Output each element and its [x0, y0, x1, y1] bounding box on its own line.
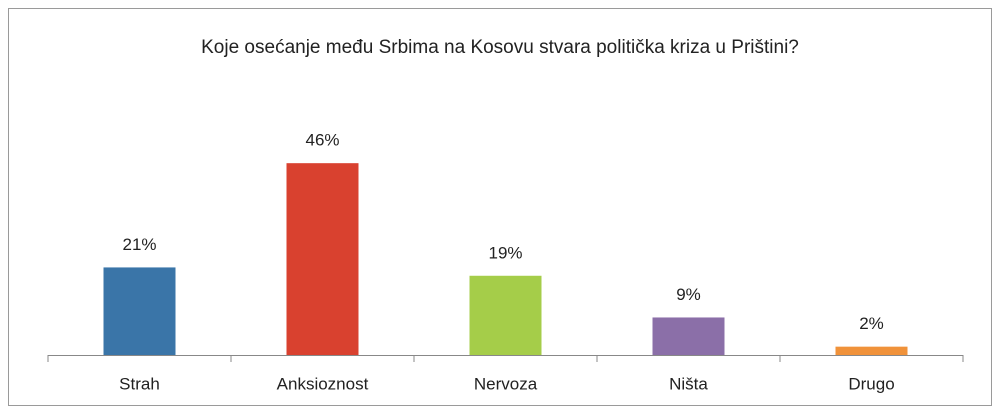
bar	[103, 267, 176, 355]
chart-title: Koje osećanje među Srbima na Kosovu stva…	[201, 37, 799, 58]
data-label: 2%	[859, 314, 884, 333]
x-tick-label: Drugo	[848, 374, 894, 393]
bar	[286, 163, 359, 355]
x-tick-label: Strah	[119, 374, 160, 393]
data-label: 21%	[122, 235, 156, 254]
data-label: 9%	[676, 285, 701, 304]
x-tick-label: Nervoza	[474, 374, 538, 393]
bar	[835, 346, 908, 355]
data-label: 19%	[488, 243, 522, 262]
x-tick-label: Ništa	[669, 374, 708, 393]
x-tick-label: Anksioznost	[277, 374, 369, 393]
bar	[652, 317, 725, 355]
data-label: 46%	[305, 131, 339, 150]
bar	[469, 275, 542, 355]
